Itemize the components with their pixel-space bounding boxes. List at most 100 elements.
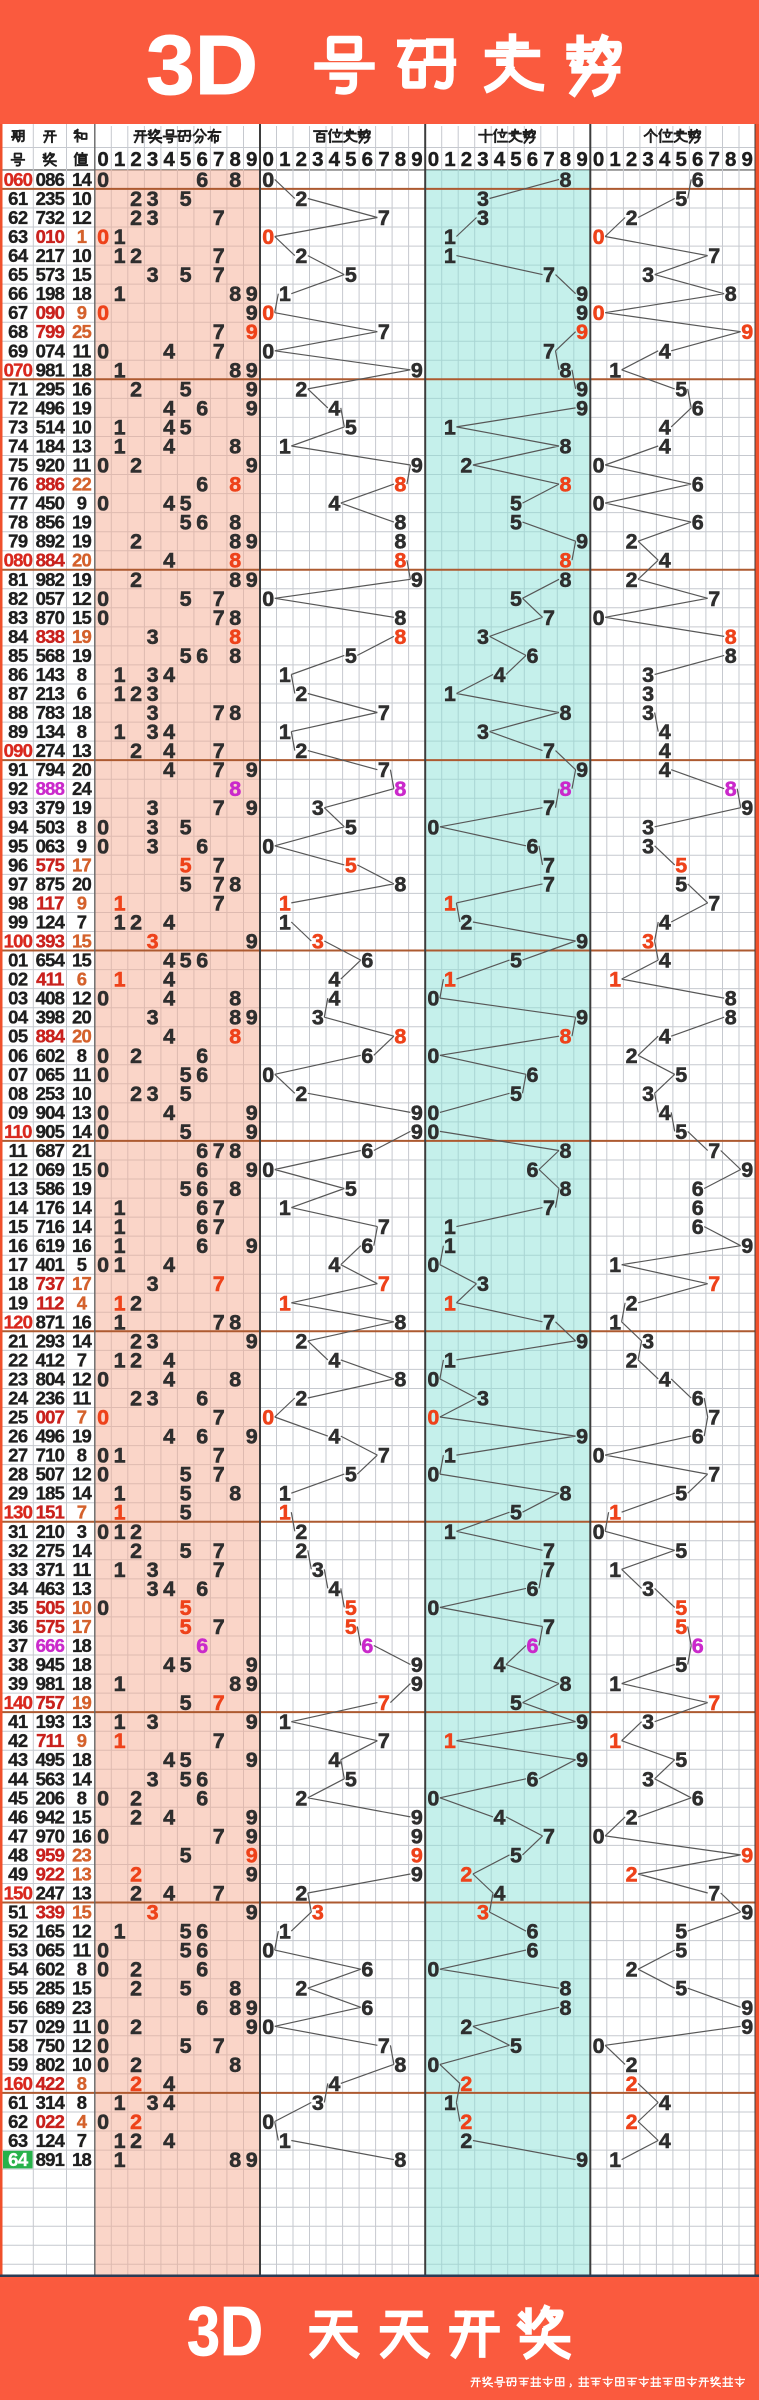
svg-text:21: 21 — [72, 1140, 91, 1161]
svg-text:4: 4 — [163, 1025, 175, 1049]
svg-text:065: 065 — [36, 1940, 65, 1961]
svg-text:8: 8 — [229, 148, 240, 171]
svg-text:6: 6 — [692, 1786, 704, 1810]
svg-text:98: 98 — [8, 892, 28, 913]
svg-text:9: 9 — [246, 568, 258, 592]
svg-text:7: 7 — [77, 1502, 87, 1523]
svg-text:8: 8 — [229, 2148, 241, 2172]
svg-text:981: 981 — [36, 1673, 65, 1694]
svg-text:10: 10 — [72, 188, 91, 209]
svg-text:7: 7 — [213, 701, 225, 725]
svg-text:2: 2 — [460, 2110, 472, 2134]
svg-text:0: 0 — [593, 148, 604, 171]
svg-text:3: 3 — [147, 625, 159, 649]
svg-text:7: 7 — [213, 587, 225, 611]
svg-text:8: 8 — [394, 530, 406, 554]
svg-text:5: 5 — [675, 1939, 687, 1963]
svg-text:1: 1 — [114, 1196, 126, 1220]
svg-text:7: 7 — [708, 587, 720, 611]
svg-text:9: 9 — [411, 1824, 423, 1848]
svg-text:2: 2 — [130, 2072, 142, 2096]
svg-text:4: 4 — [163, 1805, 175, 1829]
svg-text:66: 66 — [8, 283, 28, 304]
svg-text:9: 9 — [246, 1101, 258, 1125]
svg-text:783: 783 — [36, 702, 65, 723]
svg-text:9: 9 — [246, 1653, 258, 1677]
svg-text:6: 6 — [527, 148, 538, 171]
svg-text:03: 03 — [8, 988, 28, 1009]
svg-text:7: 7 — [708, 1139, 720, 1163]
svg-text:2: 2 — [626, 1863, 638, 1887]
svg-text:10: 10 — [72, 1083, 91, 1104]
svg-text:945: 945 — [36, 1654, 65, 1675]
svg-text:4: 4 — [328, 968, 340, 992]
svg-text:26: 26 — [8, 1426, 28, 1447]
svg-text:9: 9 — [741, 1234, 753, 1258]
svg-text:6: 6 — [196, 1196, 208, 1220]
svg-text:080: 080 — [4, 550, 33, 571]
svg-text:1: 1 — [609, 968, 621, 992]
svg-text:5: 5 — [675, 1653, 687, 1677]
svg-text:14: 14 — [8, 1197, 29, 1218]
svg-text:7: 7 — [213, 1196, 225, 1220]
svg-text:5: 5 — [675, 377, 687, 401]
svg-text:0: 0 — [97, 492, 109, 516]
svg-text:0: 0 — [97, 1367, 109, 1391]
svg-text:100: 100 — [4, 931, 33, 952]
svg-text:4: 4 — [163, 987, 175, 1011]
svg-text:8: 8 — [229, 701, 241, 725]
svg-text:7: 7 — [77, 2130, 87, 2151]
svg-text:6: 6 — [77, 969, 87, 990]
svg-text:2: 2 — [130, 568, 142, 592]
svg-text:0: 0 — [427, 987, 439, 1011]
svg-text:8: 8 — [560, 168, 572, 192]
svg-text:0: 0 — [97, 1101, 109, 1125]
svg-text:1: 1 — [609, 1501, 621, 1525]
svg-text:063: 063 — [36, 835, 65, 856]
svg-text:2: 2 — [130, 2110, 142, 2134]
svg-text:9: 9 — [576, 1748, 588, 1772]
svg-text:3: 3 — [477, 720, 489, 744]
svg-text:2: 2 — [130, 1291, 142, 1315]
svg-text:7: 7 — [213, 1729, 225, 1753]
svg-text:0: 0 — [97, 587, 109, 611]
svg-text:6: 6 — [196, 1425, 208, 1449]
svg-text:1: 1 — [609, 1310, 621, 1334]
svg-text:7: 7 — [378, 1729, 390, 1753]
svg-text:9: 9 — [246, 796, 258, 820]
svg-text:0: 0 — [427, 1044, 439, 1068]
svg-text:9: 9 — [246, 1805, 258, 1829]
svg-text:1: 1 — [114, 415, 126, 439]
svg-text:710: 710 — [36, 1445, 65, 1466]
svg-text:4: 4 — [494, 1653, 506, 1677]
svg-text:3: 3 — [147, 834, 159, 858]
svg-text:7: 7 — [213, 1310, 225, 1334]
svg-text:6: 6 — [196, 1139, 208, 1163]
svg-text:6: 6 — [362, 148, 373, 171]
svg-text:732: 732 — [36, 207, 65, 228]
svg-text:9: 9 — [741, 1901, 753, 1925]
svg-text:76: 76 — [8, 474, 28, 495]
svg-text:1: 1 — [114, 435, 126, 459]
svg-text:1: 1 — [279, 720, 291, 744]
svg-text:93: 93 — [8, 797, 28, 818]
svg-text:3: 3 — [642, 930, 654, 954]
svg-text:15: 15 — [72, 1806, 91, 1827]
svg-text:53: 53 — [8, 1940, 28, 1961]
svg-text:6: 6 — [196, 1215, 208, 1239]
svg-text:8: 8 — [229, 530, 241, 554]
svg-text:7: 7 — [77, 912, 87, 933]
svg-text:7: 7 — [543, 1310, 555, 1334]
svg-text:5: 5 — [180, 1691, 192, 1715]
svg-text:0: 0 — [427, 2053, 439, 2077]
svg-text:61: 61 — [8, 188, 28, 209]
svg-text:9: 9 — [576, 1006, 588, 1030]
svg-text:2: 2 — [130, 1539, 142, 1563]
svg-text:2: 2 — [626, 206, 638, 230]
svg-text:5: 5 — [675, 1482, 687, 1506]
svg-text:9: 9 — [246, 320, 258, 344]
svg-text:5: 5 — [180, 492, 192, 516]
svg-text:08: 08 — [8, 1083, 28, 1104]
svg-text:0: 0 — [97, 1824, 109, 1848]
svg-text:8: 8 — [229, 1482, 241, 1506]
